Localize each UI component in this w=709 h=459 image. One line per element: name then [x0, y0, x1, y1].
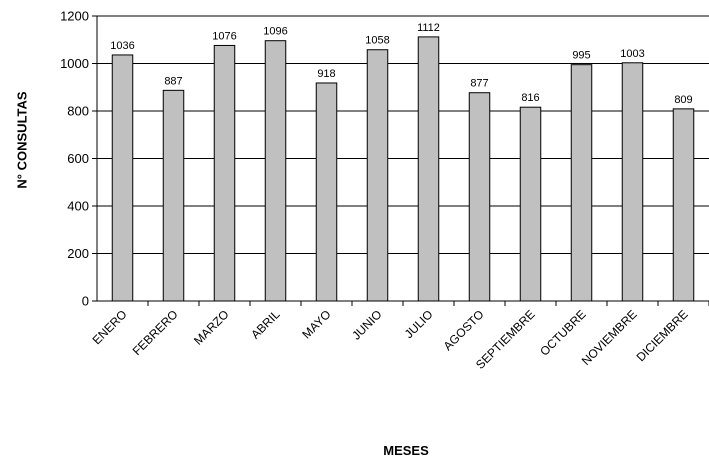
x-tick-label: JULIO [402, 307, 436, 341]
y-tick-label: 1000 [60, 56, 89, 71]
bar-diciembre [672, 108, 695, 302]
data-label: 995 [572, 50, 590, 62]
bar-marzo [213, 44, 236, 302]
y-tick-label: 800 [67, 104, 89, 119]
x-tick-label: AGOSTO [441, 307, 487, 353]
y-tick-label: 200 [67, 246, 89, 261]
bar-octubre [570, 64, 593, 302]
bar-abril [264, 40, 287, 302]
bar-mayo [315, 82, 338, 302]
bar-febrero [162, 89, 185, 302]
bar-agosto [468, 92, 491, 302]
data-label: 918 [317, 68, 335, 80]
data-labels: 1036 887 1076 1096 918 1058 1112 877 816 995 1003 8… [110, 22, 692, 106]
bar-noviembre [621, 62, 644, 302]
data-label: 1003 [620, 48, 644, 60]
y-tick-labels: 0 200 400 600 800 1000 1200 [60, 9, 89, 309]
data-label: 1076 [212, 30, 236, 42]
data-label: 809 [674, 94, 692, 106]
y-axis-title: N° CONSULTAS [14, 91, 29, 188]
x-tick-label: DICIEMBRE [634, 307, 691, 364]
axes [92, 15, 709, 306]
y-tick-label: 1200 [60, 9, 89, 24]
x-axis-title: MESES [383, 443, 429, 458]
bar-julio [417, 36, 440, 302]
x-tick-label: MAYO [299, 307, 333, 341]
bars [111, 36, 695, 302]
gridlines [97, 15, 709, 254]
data-label: 1058 [365, 35, 389, 47]
y-tick-label: 0 [82, 294, 89, 309]
bar-enero [111, 54, 134, 302]
x-tick-label: MARZO [191, 307, 232, 348]
data-label: 887 [164, 75, 182, 87]
x-tick-label: ABRIL [248, 307, 283, 342]
x-tick-label: OCTUBRE [537, 307, 588, 358]
bar-junio [366, 49, 389, 302]
x-tick-labels: ENERO FEBRERO MARZO ABRIL MAYO JUNIO JULIO AGOS… [90, 307, 691, 372]
data-label: 1112 [417, 22, 440, 34]
data-label: 816 [521, 92, 539, 104]
y-tick-label: 600 [67, 151, 89, 166]
x-tick-label: ENERO [90, 307, 130, 347]
x-tick-label: FEBRERO [130, 307, 181, 358]
data-label: 877 [470, 78, 488, 90]
y-tick-label: 400 [67, 199, 89, 214]
data-label: 1096 [263, 26, 287, 38]
bar-septiembre [519, 106, 542, 302]
x-tick-label: NOVIEMBRE [579, 307, 640, 368]
x-tick-label: JUNIO [349, 307, 384, 342]
data-label: 1036 [110, 40, 134, 52]
